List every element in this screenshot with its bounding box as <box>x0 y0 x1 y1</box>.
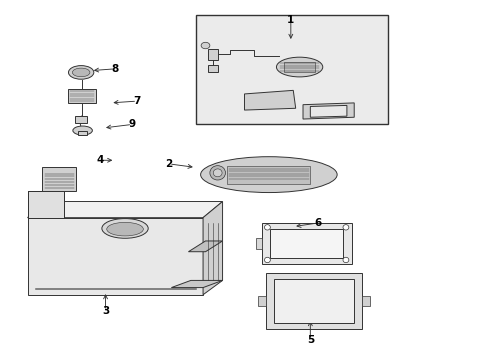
Bar <box>68 89 96 103</box>
Polygon shape <box>171 280 222 288</box>
Ellipse shape <box>102 219 148 238</box>
Text: 7: 7 <box>133 96 141 106</box>
Polygon shape <box>188 241 222 252</box>
Text: 9: 9 <box>128 120 136 129</box>
Polygon shape <box>261 223 351 264</box>
Ellipse shape <box>68 66 94 79</box>
Polygon shape <box>244 90 295 110</box>
Polygon shape <box>266 273 361 329</box>
Text: 4: 4 <box>97 155 104 165</box>
Polygon shape <box>270 229 342 258</box>
Bar <box>42 167 76 191</box>
Polygon shape <box>78 131 87 135</box>
Bar <box>284 62 315 72</box>
Text: 5: 5 <box>306 334 313 345</box>
Ellipse shape <box>264 225 270 230</box>
Polygon shape <box>310 105 346 117</box>
Text: 2: 2 <box>165 159 172 169</box>
Text: 3: 3 <box>102 306 109 316</box>
Polygon shape <box>27 191 64 218</box>
Ellipse shape <box>106 222 143 236</box>
Ellipse shape <box>276 57 322 77</box>
Bar <box>361 296 369 306</box>
Polygon shape <box>303 103 353 119</box>
Bar <box>255 238 261 249</box>
Ellipse shape <box>209 166 225 180</box>
Ellipse shape <box>200 157 336 193</box>
Polygon shape <box>203 202 222 295</box>
Bar <box>257 296 266 306</box>
Ellipse shape <box>201 42 209 49</box>
Text: 6: 6 <box>313 218 321 228</box>
Polygon shape <box>75 116 87 123</box>
Polygon shape <box>207 49 217 60</box>
Ellipse shape <box>342 257 348 263</box>
Text: 1: 1 <box>286 15 294 26</box>
Text: 8: 8 <box>111 64 119 74</box>
Bar <box>227 166 310 184</box>
Ellipse shape <box>213 169 222 177</box>
Ellipse shape <box>342 225 348 230</box>
Ellipse shape <box>73 126 92 135</box>
Polygon shape <box>27 218 203 295</box>
Bar <box>195 15 387 125</box>
Ellipse shape <box>264 257 270 263</box>
Polygon shape <box>27 202 222 218</box>
Ellipse shape <box>72 68 90 77</box>
Polygon shape <box>273 279 353 323</box>
Polygon shape <box>207 65 217 72</box>
